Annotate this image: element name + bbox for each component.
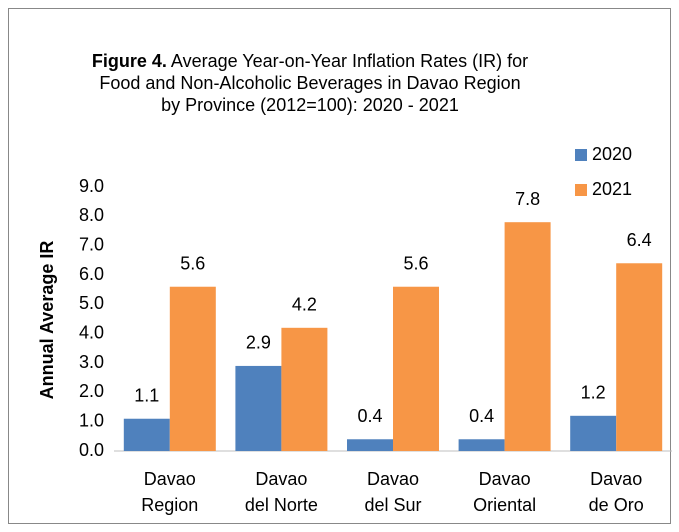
x-tick-label: Davao del Norte: [244, 469, 318, 515]
x-tick-label: Davao Region: [141, 469, 199, 515]
bar: [169, 286, 216, 451]
figure-label: Figure 4.: [91, 51, 167, 71]
y-tick-label: 3.0: [79, 352, 104, 372]
bar: [235, 365, 282, 451]
bar: [393, 286, 439, 451]
value-label: 0.4: [357, 406, 382, 426]
bar: [616, 263, 663, 451]
bar: [504, 222, 551, 451]
y-tick-label: 5.0: [79, 293, 104, 313]
x-tick-label: Davao de Oro: [588, 469, 644, 515]
legend-label: 2021: [592, 179, 632, 199]
bar: [458, 439, 505, 451]
y-tick-label: 1.0: [79, 410, 104, 430]
legend-swatch: [575, 149, 587, 161]
value-label: 0.4: [469, 406, 494, 426]
chart-border: [8, 8, 671, 524]
bar: [347, 439, 393, 451]
x-tick-label: Davao Oriental: [473, 469, 537, 515]
value-label: 1.1: [134, 385, 159, 405]
x-tick-label: Davao del Sur: [364, 469, 422, 515]
chart-title: Figure 4. Average Year-on-Year Inflation…: [90, 50, 530, 116]
value-label: 5.6: [403, 253, 428, 273]
legend-label: 2020: [592, 144, 632, 164]
value-label: 2.9: [246, 333, 271, 353]
title-text: Average Year-on-Year Inflation Rates (IR…: [99, 51, 529, 115]
bar: [281, 327, 328, 451]
y-tick-label: 7.0: [79, 234, 104, 254]
y-tick-label: 0.0: [79, 440, 104, 460]
value-label: 7.8: [515, 189, 540, 209]
y-tick-label: 6.0: [79, 264, 104, 284]
value-label: 6.4: [627, 230, 652, 250]
value-label: 4.2: [292, 295, 317, 315]
bar: [123, 418, 170, 451]
y-tick-label: 8.0: [79, 205, 104, 225]
bar: [570, 415, 617, 451]
y-tick-label: 2.0: [79, 381, 104, 401]
value-label: 5.6: [180, 253, 205, 273]
legend-swatch: [575, 184, 587, 196]
y-tick-label: 4.0: [79, 322, 104, 342]
value-label: 1.2: [581, 383, 606, 403]
y-tick-label: 9.0: [79, 176, 104, 196]
y-axis-title: Annual Average IR: [37, 241, 57, 400]
